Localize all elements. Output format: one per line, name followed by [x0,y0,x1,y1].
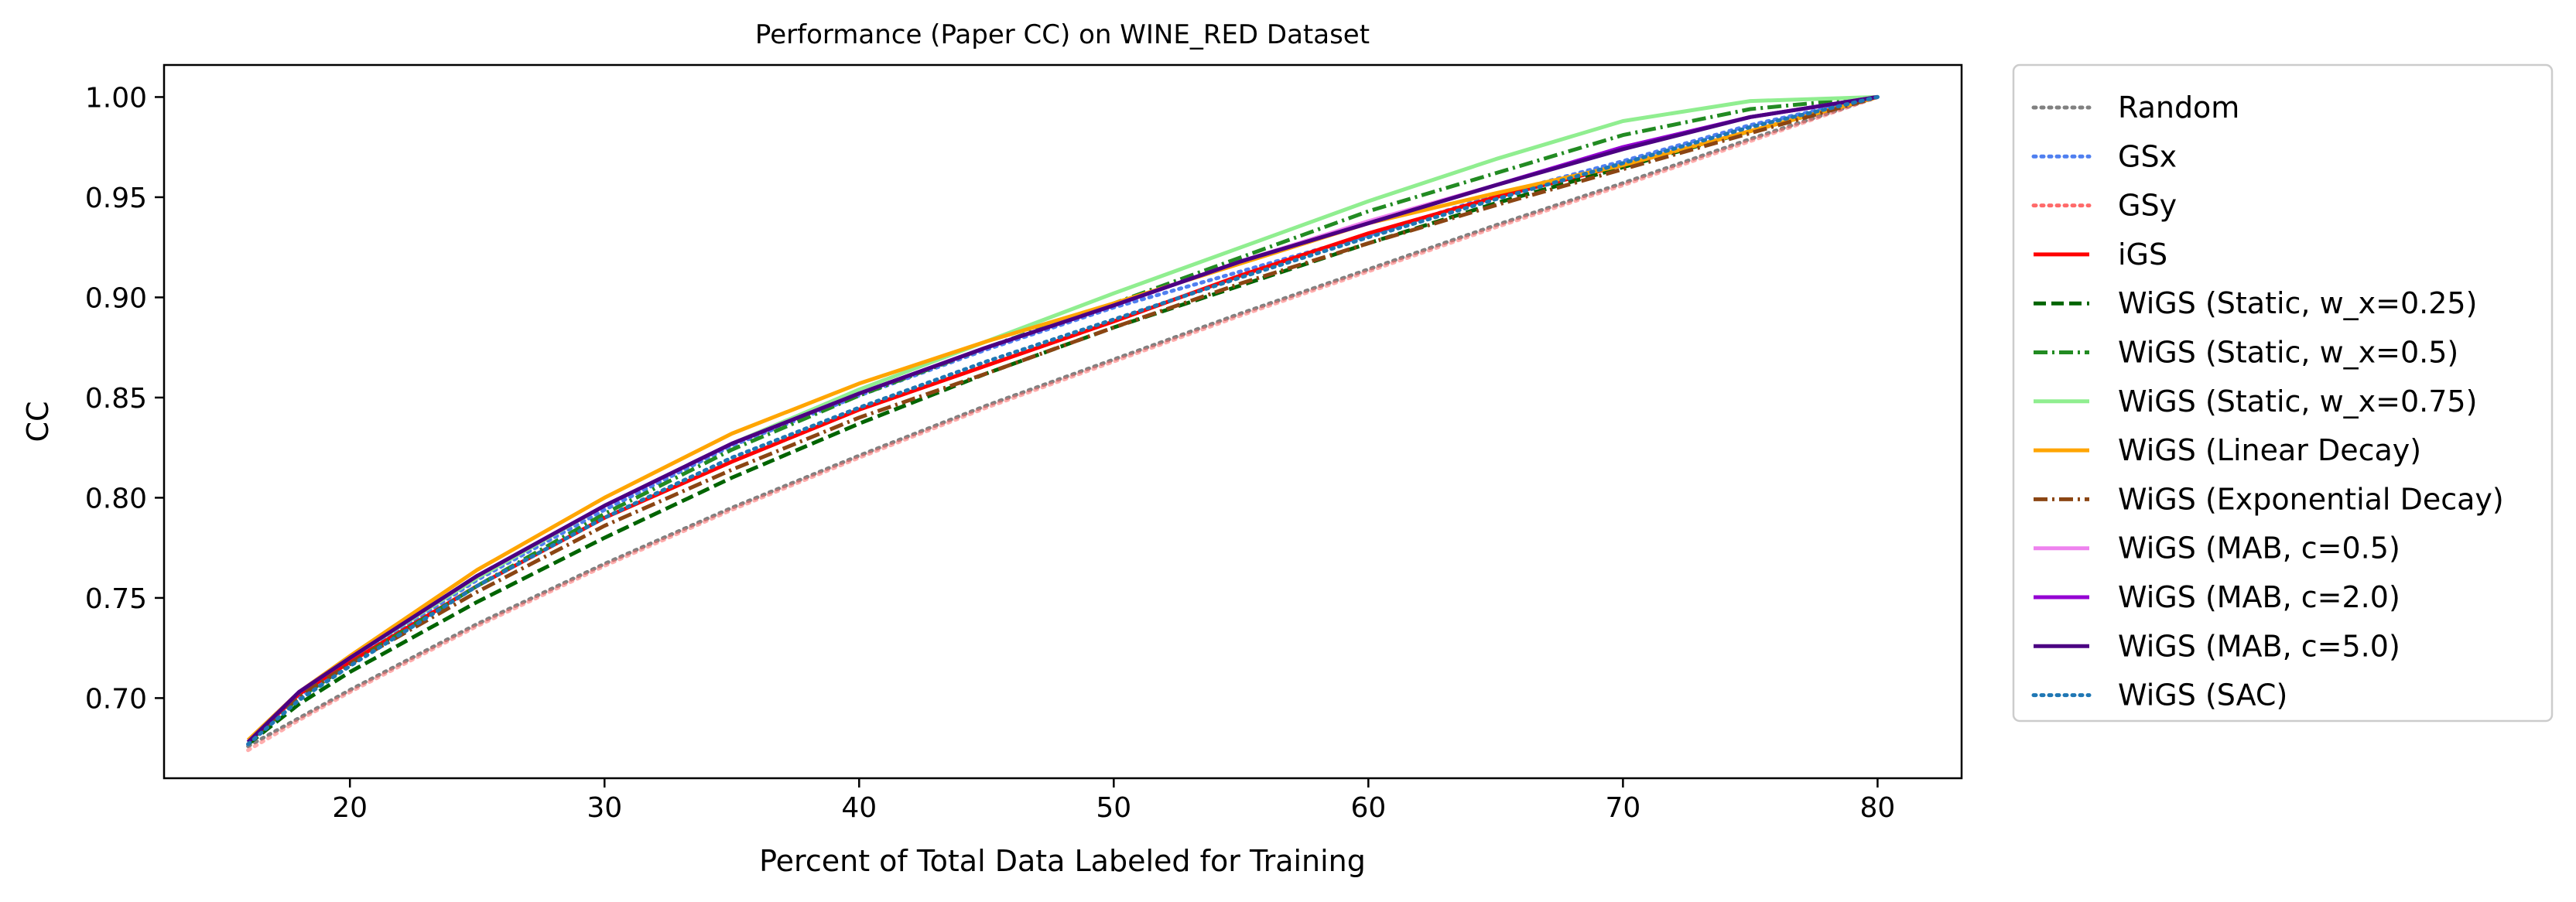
x-tick-label: 60 [1350,792,1386,824]
x-tick-label: 40 [841,792,877,824]
legend-label-gsy: GSy [2118,189,2177,223]
legend-label-igs: iGS [2118,237,2167,272]
x-axis-ticks: 20 30 40 50 60 70 80 [332,778,1895,824]
y-tick-label: 0.80 [85,483,147,514]
y-axis-label: CC [21,401,55,442]
series-line-gsy [246,94,1880,753]
legend: Random GSx GSy iGS WiGS (Static, w_x=0.25) Wi… [2012,63,2554,723]
legend-label-wigs-sac: WiGS (SAC) [2118,678,2287,712]
series-line-wigs-mab-c-0-5 [246,94,1878,744]
legend-label-wigs-mab-c-2-0: WiGS (MAB, c=2.0) [2118,580,2400,614]
y-tick-label: 0.90 [85,282,147,314]
series-line-wigs-sac [246,94,1880,747]
legend-label-wigs-exponential-decay: WiGS (Exponential Decay) [2118,482,2504,516]
legend-label-random: Random [2118,91,2239,125]
x-tick-label: 20 [332,792,368,824]
series-line-wigs-mab-c-5-0 [246,94,1878,744]
legend-label-wigs-static-w-x-0-75: WiGS (Static, w_x=0.75) [2118,384,2477,419]
x-tick-label: 80 [1860,792,1896,824]
series-line-igs [246,94,1879,744]
legend-label-wigs-mab-c-0-5: WiGS (MAB, c=0.5) [2118,531,2400,565]
y-tick-label: 0.95 [85,183,147,214]
x-tick-label: 70 [1605,792,1640,824]
x-tick-label: 50 [1096,792,1131,824]
x-axis-label: Percent of Total Data Labeled for Traini… [759,844,1366,878]
legend-label-gsx: GSx [2118,139,2177,173]
chart-title: Performance (Paper CC) on WINE_RED Datas… [755,19,1370,50]
y-tick-label: 0.75 [85,583,147,615]
x-tick-label: 30 [587,792,622,824]
y-tick-label: 0.85 [85,383,147,415]
legend-label-wigs-static-w-x-0-25: WiGS (Static, w_x=0.25) [2118,286,2477,320]
legend-label-wigs-linear-decay: WiGS (Linear Decay) [2118,433,2421,467]
series-line-gsx [246,94,1880,747]
axes-frame [162,63,1963,780]
y-tick-label: 1.00 [85,82,147,114]
legend-label-wigs-static-w-x-0-5: WiGS (Static, w_x=0.5) [2118,336,2458,370]
y-axis-ticks: 0.70 0.75 0.80 0.85 0.90 0.95 1.00 [85,82,164,715]
legend-box [2012,63,2554,723]
legend-label-wigs-mab-c-5-0: WiGS (MAB, c=5.0) [2118,629,2400,663]
series-line-wigs-exponential-decay [246,94,1879,744]
series-line-wigs-static-w-x-0-75 [246,94,1878,744]
series-line-wigs-mab-c-2-0 [246,94,1878,744]
series-layer [246,94,1880,753]
series-line-random [246,94,1880,749]
series-line-wigs-static-w-x-0-25 [247,94,1879,746]
series-line-wigs-linear-decay [246,94,1879,742]
y-tick-label: 0.70 [85,683,147,715]
series-line-wigs-static-w-x-0-5 [246,94,1878,744]
plot-area [162,63,1963,780]
